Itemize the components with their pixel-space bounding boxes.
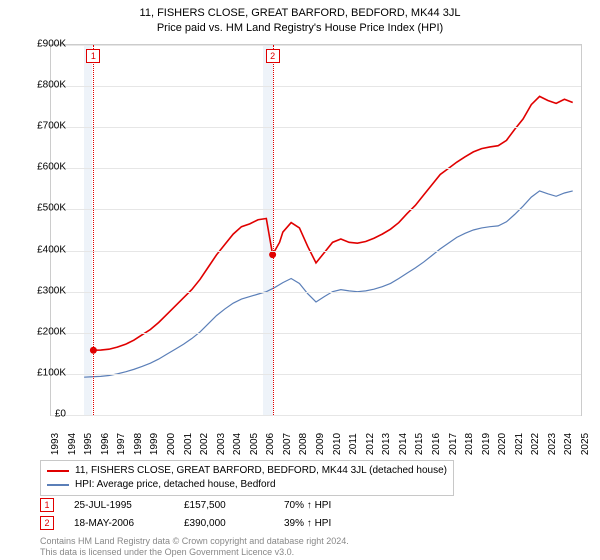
xtick-label: 2014 — [398, 433, 409, 455]
sale-delta: 39% ↑ HPI — [284, 518, 331, 529]
xtick-label: 2006 — [265, 433, 276, 455]
sale-price: £390,000 — [184, 518, 284, 529]
xtick-label: 2009 — [315, 433, 326, 455]
xtick-label: 1994 — [67, 433, 78, 455]
xtick-label: 2019 — [481, 433, 492, 455]
xtick-label: 1995 — [83, 433, 94, 455]
ytick-label: £700K — [22, 121, 66, 132]
xtick-label: 2015 — [414, 433, 425, 455]
ytick-label: £400K — [22, 244, 66, 255]
footer-line: Contains HM Land Registry data © Crown c… — [40, 536, 349, 547]
ytick-label: £500K — [22, 203, 66, 214]
sale-marker-box: 1 — [40, 498, 54, 512]
ytick-label: £300K — [22, 285, 66, 296]
footer: Contains HM Land Registry data © Crown c… — [40, 536, 349, 558]
footer-line: This data is licensed under the Open Gov… — [40, 547, 349, 558]
xtick-label: 2007 — [282, 433, 293, 455]
legend-item: 11, FISHERS CLOSE, GREAT BARFORD, BEDFOR… — [47, 464, 447, 478]
title-block: 11, FISHERS CLOSE, GREAT BARFORD, BEDFOR… — [0, 0, 600, 37]
xtick-label: 2020 — [497, 433, 508, 455]
ytick-label: £900K — [22, 39, 66, 50]
chart-container: 11, FISHERS CLOSE, GREAT BARFORD, BEDFOR… — [0, 0, 600, 560]
xtick-label: 1996 — [100, 433, 111, 455]
sale-price: £157,500 — [184, 500, 284, 511]
sale-date: 18-MAY-2006 — [74, 518, 184, 529]
xtick-label: 2016 — [431, 433, 442, 455]
xtick-label: 2018 — [464, 433, 475, 455]
legend-item: HPI: Average price, detached house, Bedf… — [47, 478, 447, 492]
sale-marker-box: 2 — [40, 516, 54, 530]
xtick-label: 2005 — [249, 433, 260, 455]
xtick-label: 2012 — [365, 433, 376, 455]
title-address: 11, FISHERS CLOSE, GREAT BARFORD, BEDFOR… — [0, 6, 600, 21]
xtick-label: 2025 — [580, 433, 591, 455]
ytick-label: £0 — [22, 409, 66, 420]
legend-swatch — [47, 484, 69, 486]
sale-delta: 70% ↑ HPI — [284, 500, 331, 511]
xtick-label: 2001 — [183, 433, 194, 455]
ytick-label: £100K — [22, 367, 66, 378]
ytick-label: £800K — [22, 80, 66, 91]
xtick-label: 1999 — [149, 433, 160, 455]
xtick-label: 1997 — [116, 433, 127, 455]
sale-row: 1 25-JUL-1995 £157,500 70% ↑ HPI — [40, 498, 331, 512]
sale-date: 25-JUL-1995 — [74, 500, 184, 511]
xtick-label: 2003 — [216, 433, 227, 455]
xtick-label: 2022 — [530, 433, 541, 455]
xtick-label: 2021 — [514, 433, 525, 455]
sale-marker-on-chart: 1 — [86, 49, 100, 63]
xtick-label: 2013 — [381, 433, 392, 455]
sale-row: 2 18-MAY-2006 £390,000 39% ↑ HPI — [40, 516, 331, 530]
plot-area: 12 — [50, 44, 582, 416]
legend-swatch — [47, 470, 69, 472]
plot-svg — [51, 45, 581, 415]
xtick-label: 2023 — [547, 433, 558, 455]
ytick-label: £200K — [22, 326, 66, 337]
xtick-label: 2010 — [332, 433, 343, 455]
xtick-label: 2004 — [232, 433, 243, 455]
sale-marker-on-chart: 2 — [266, 49, 280, 63]
xtick-label: 2011 — [348, 433, 359, 455]
xtick-label: 2008 — [298, 433, 309, 455]
xtick-label: 1993 — [50, 433, 61, 455]
xtick-label: 2002 — [199, 433, 210, 455]
xtick-label: 2000 — [166, 433, 177, 455]
xtick-label: 2024 — [563, 433, 574, 455]
legend-label: HPI: Average price, detached house, Bedf… — [75, 478, 276, 492]
legend-label: 11, FISHERS CLOSE, GREAT BARFORD, BEDFOR… — [75, 464, 447, 478]
xtick-label: 2017 — [448, 433, 459, 455]
ytick-label: £600K — [22, 162, 66, 173]
xtick-label: 1998 — [133, 433, 144, 455]
legend: 11, FISHERS CLOSE, GREAT BARFORD, BEDFOR… — [40, 460, 454, 496]
title-subtitle: Price paid vs. HM Land Registry's House … — [0, 21, 600, 36]
